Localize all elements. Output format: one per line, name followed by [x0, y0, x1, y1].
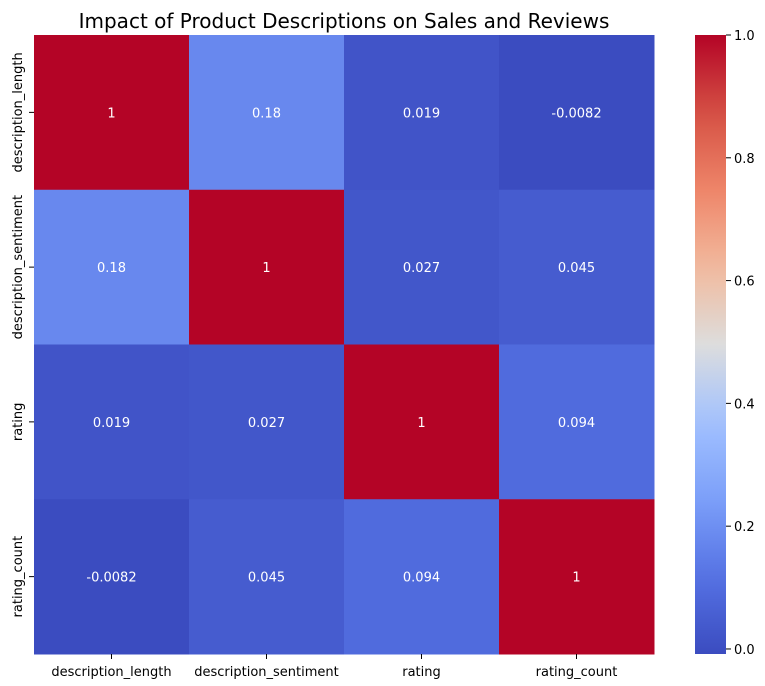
heatmap-cell-r0-c3: [499, 35, 655, 191]
heatmap-cell-r2-c0: [34, 344, 190, 500]
chart-title: Impact of Product Descriptions on Sales …: [79, 9, 610, 33]
heatmap-annotation-r0-c3: -0.0082: [551, 106, 601, 121]
y-axis: description_length description_sentimentr…: [11, 52, 34, 617]
colorbar-tick-label: 0.6: [734, 275, 755, 290]
colorbar-tick-label: 0.4: [734, 397, 755, 412]
heatmap-annotation-r1-c1: 1: [262, 261, 270, 276]
x-tick-label: rating_count: [536, 665, 618, 680]
heatmap-cells: [34, 35, 655, 655]
y-tick-label: description_length: [11, 52, 26, 172]
heatmap-cell-r2-c3: [499, 344, 655, 500]
heatmap-annotation-r0-c0: 1: [107, 106, 115, 121]
heatmap-cell-r0-c2: [344, 35, 500, 191]
heatmap-annotation-r1-c2: 0.027: [403, 261, 440, 276]
heatmap-annotation-r1-c0: 0.18: [97, 261, 126, 276]
heatmap-annotation-r2-c0: 0.019: [93, 416, 130, 431]
heatmap-cell-r1-c3: [499, 189, 655, 345]
colorbar-tick-label: 0.8: [734, 152, 755, 167]
heatmap-annotation-r3-c2: 0.094: [403, 571, 440, 586]
heatmap-cell-r2-c1: [189, 344, 345, 500]
y-tick-label: rating_count: [11, 536, 26, 618]
heatmap-annotation-r2-c3: 0.094: [558, 416, 595, 431]
heatmap-cell-r0-c1: [189, 35, 345, 191]
heatmap-cell-r3-c1: [189, 499, 345, 655]
y-tick-label: rating: [11, 403, 26, 442]
heatmap-cell-r1-c2: [344, 189, 500, 345]
heatmap-cell-r2-c2: [344, 344, 500, 500]
heatmap-annotation-r2-c2: 1: [417, 416, 425, 431]
heatmap-annotation-r0-c2: 0.019: [403, 106, 440, 121]
heatmap-cell-r1-c0: [34, 189, 190, 345]
heatmap-annotation-r2-c1: 0.027: [248, 416, 285, 431]
heatmap-annotation-r3-c3: 1: [572, 571, 580, 586]
y-tick-label: description_sentiment: [11, 195, 26, 340]
colorbar-tick-label: 1.0: [734, 29, 755, 44]
heatmap-annotation-r1-c3: 0.045: [558, 261, 595, 276]
heatmap-annotations: 1 0.18 0.019 -0.0082 0.18 1 0.027 0.045 0.019 0.0…: [86, 106, 601, 585]
heatmap-cell-r1-c1: [189, 189, 345, 345]
x-tick-label: description_length: [51, 665, 171, 680]
heatmap-cell-r3-c3: [499, 499, 655, 655]
heatmap-annotation-r3-c0: -0.0082: [86, 571, 136, 586]
x-axis: description_length description_sentiment r…: [51, 654, 617, 680]
colorbar-gradient: [695, 35, 726, 654]
heatmap-cell-r0-c0: [34, 35, 190, 191]
heatmap-annotation-r0-c1: 0.18: [252, 106, 281, 121]
heatmap-cell-r3-c0: [34, 499, 190, 655]
heatmap-cell-r3-c2: [344, 499, 500, 655]
heatmap-annotation-r3-c1: 0.045: [248, 571, 285, 586]
x-tick-label: rating: [402, 665, 441, 680]
colorbar-tick-label: 0.2: [734, 520, 755, 535]
colorbar-tick-label: 0.0: [734, 643, 755, 658]
colorbar: 0.0 0.2 0.4 0.6 0.8 1.0: [695, 29, 755, 658]
x-tick-label: description_sentiment: [194, 665, 339, 680]
